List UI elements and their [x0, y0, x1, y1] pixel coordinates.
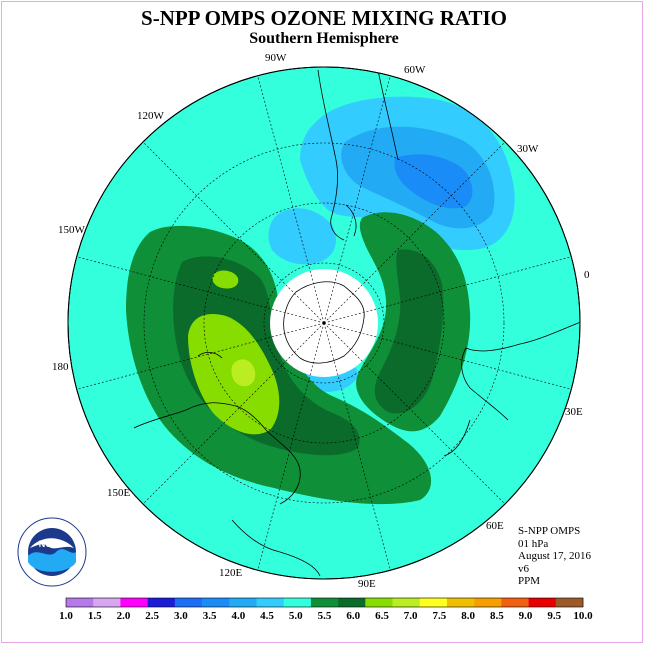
colorbar-swatch [147, 598, 176, 607]
info-level: 01 hPa [518, 537, 549, 550]
longitude-labels: 90W 60W 30W 0 30E 60E 90E 120E 150E 180 … [52, 52, 590, 590]
contour-3p5-region [394, 154, 473, 209]
colorbar-tick-label: 9.0 [519, 610, 533, 622]
colorbar-swatch [419, 598, 448, 607]
map-title: S-NPP OMPS OZONE MIXING RATIO [141, 6, 507, 30]
meridian-line [76, 256, 325, 324]
info-block: S-NPP OMPS 01 hPa August 17, 2016 v6 PPM [518, 525, 591, 588]
meridian-line [323, 322, 506, 505]
colorbar-swatch [66, 598, 94, 607]
colorbar-swatch [174, 598, 203, 607]
colorbar-tick-label: 2.5 [145, 610, 159, 622]
colorbar-tick-label: 4.0 [231, 610, 245, 622]
colorbar-tick-label: 3.5 [203, 610, 217, 622]
colorbar-tick-label: 9.5 [547, 610, 561, 622]
colorbar-tick-label: 5.0 [289, 610, 303, 622]
colorbar-swatch [202, 598, 230, 607]
colorbar-tick-label: 8.5 [490, 610, 504, 622]
meridian-line [142, 141, 325, 324]
meridian-lines [76, 75, 572, 571]
contour-6p0-small [212, 270, 239, 289]
lon-label-150e: 150E [107, 487, 131, 499]
colorbar-tick-label: 5.5 [318, 610, 332, 622]
meridian-line [257, 322, 325, 571]
colorbar-swatch [283, 598, 312, 607]
colorbar-tick-label: 7.5 [433, 610, 447, 622]
meridian-line [323, 322, 572, 390]
meridian-line [323, 322, 391, 571]
info-units: PPM [518, 575, 541, 587]
lon-label-120e: 120E [219, 567, 243, 579]
lon-label-0: 0 [584, 269, 590, 281]
noaa-logo: NOAA [17, 517, 87, 587]
lon-label-30e: 30E [565, 406, 583, 418]
meridian-line [257, 75, 325, 324]
colorbar-tick-label: 8.0 [461, 610, 475, 622]
coastlines [133, 69, 580, 577]
lon-label-90w: 90W [265, 52, 287, 64]
colorbar-tick-label: 6.0 [346, 610, 360, 622]
meridian-line [323, 75, 391, 324]
lon-label-150w: 150W [58, 224, 86, 236]
lon-label-180: 180 [52, 361, 69, 373]
colorbar-swatch [392, 598, 421, 607]
meridian-line [76, 322, 325, 390]
colorbar-swatch [555, 598, 584, 607]
colorbar-tick-label: 6.5 [375, 610, 389, 622]
colorbar-tick-label: 7.0 [404, 610, 418, 622]
colorbar-tick-label: 1.0 [59, 610, 73, 622]
colorbar-swatch [338, 598, 366, 607]
colorbar-swatch [256, 598, 284, 607]
contour-6p5-region [231, 359, 256, 387]
colorbar-swatch [93, 598, 121, 607]
colorbar-swatch [229, 598, 257, 607]
colorbar-swatch [310, 598, 339, 607]
contour-5p5-east [374, 249, 444, 414]
colorbar-swatch [446, 598, 475, 607]
colorbar-tick-label: 3.0 [174, 610, 188, 622]
info-instrument: S-NPP OMPS [518, 525, 581, 537]
colorbar-tick-label: 1.5 [88, 610, 102, 622]
map-subtitle: Southern Hemisphere [249, 30, 399, 47]
graticule [143, 142, 505, 504]
colorbar-tick-label: 10.0 [573, 610, 593, 622]
meridian-line [323, 141, 506, 324]
colorbar-swatch [501, 598, 529, 607]
colorbar-swatch [528, 598, 557, 607]
info-date: August 17, 2016 [518, 550, 592, 562]
meridian-line [142, 322, 325, 505]
colorbar-border [65, 597, 584, 608]
colorbar-swatch [120, 598, 148, 607]
lon-label-60e: 60E [486, 520, 504, 532]
colorbar-swatch [365, 598, 393, 607]
lon-label-30w: 30W [517, 143, 539, 155]
meridian-line [323, 256, 572, 324]
info-version: v6 [518, 562, 529, 575]
lon-label-60w: 60W [404, 64, 426, 76]
antarctica-coastline [283, 281, 365, 364]
colorbar: 1.0 1.5 2.0 2.5 3.0 3.5 4.0 4.5 5.0 5.5 6.0 6.5 7.0 7… [59, 597, 593, 622]
lon-label-90e: 90E [358, 578, 376, 590]
colorbar-swatch [474, 598, 502, 607]
contour-4p5-patch-west [268, 208, 336, 265]
colorbar-tick-label: 2.0 [117, 610, 131, 622]
lon-label-120w: 120W [137, 110, 165, 122]
noaa-logo-text: NOAA [39, 539, 66, 549]
map-border [67, 66, 581, 580]
south-pole-marker [322, 321, 326, 325]
colorbar-tick-label: 4.5 [260, 610, 274, 622]
